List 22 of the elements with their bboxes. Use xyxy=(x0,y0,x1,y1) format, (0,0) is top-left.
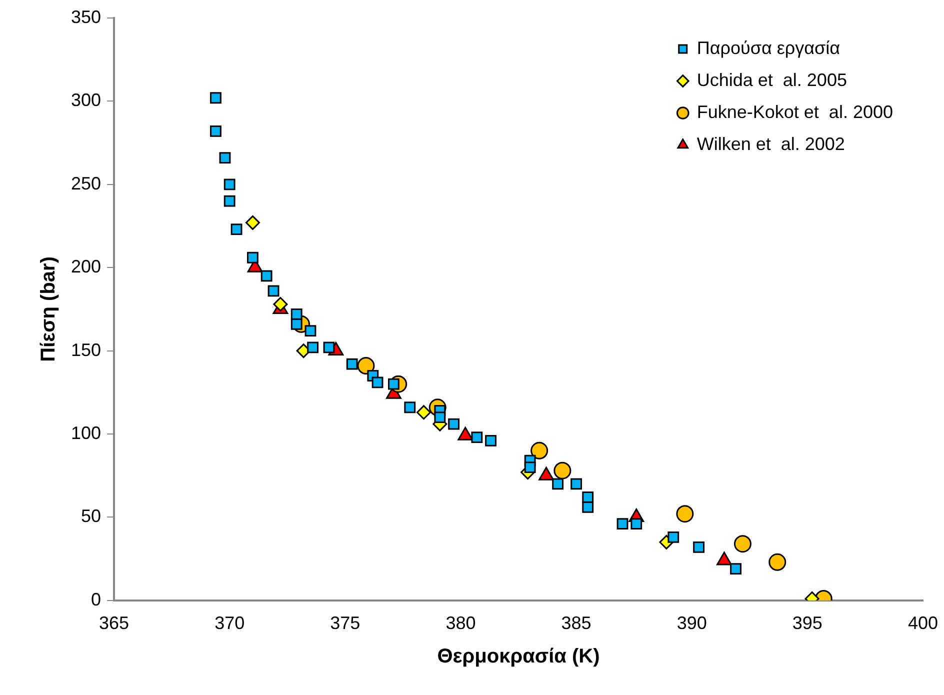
x-tick-label: 390 xyxy=(676,613,707,634)
x-tick-label: 365 xyxy=(99,613,130,634)
y-tick-label: 300 xyxy=(70,90,102,110)
x-tick-label: 385 xyxy=(561,613,592,634)
x-tick-label: 380 xyxy=(446,613,476,634)
y-tick-label: 150 xyxy=(70,340,102,360)
x-tick-label: 370 xyxy=(214,613,245,634)
legend-label: Wilken et al. 2002 xyxy=(696,134,845,154)
y-tick-label: 200 xyxy=(70,256,102,277)
legend-label: Fukne-Kokot et al. 2000 xyxy=(696,102,893,122)
legend-label: Uchida et al. 2005 xyxy=(696,70,847,90)
y-tick-label: 0 xyxy=(91,589,102,610)
legend-label: Παρούσα εργασία xyxy=(696,38,840,58)
y-tick-label: 350 xyxy=(70,6,102,27)
y-tick-label: 50 xyxy=(81,506,102,526)
x-tick-label: 400 xyxy=(908,613,938,634)
y-axis-title: Πίεση (bar) xyxy=(38,256,60,362)
x-tick-label: 395 xyxy=(792,613,822,634)
x-tick-label: 375 xyxy=(330,613,360,634)
x-axis-title: Θερμοκρασία (K) xyxy=(437,646,600,668)
y-tick-label: 250 xyxy=(70,173,102,194)
y-tick-label: 100 xyxy=(70,422,102,443)
